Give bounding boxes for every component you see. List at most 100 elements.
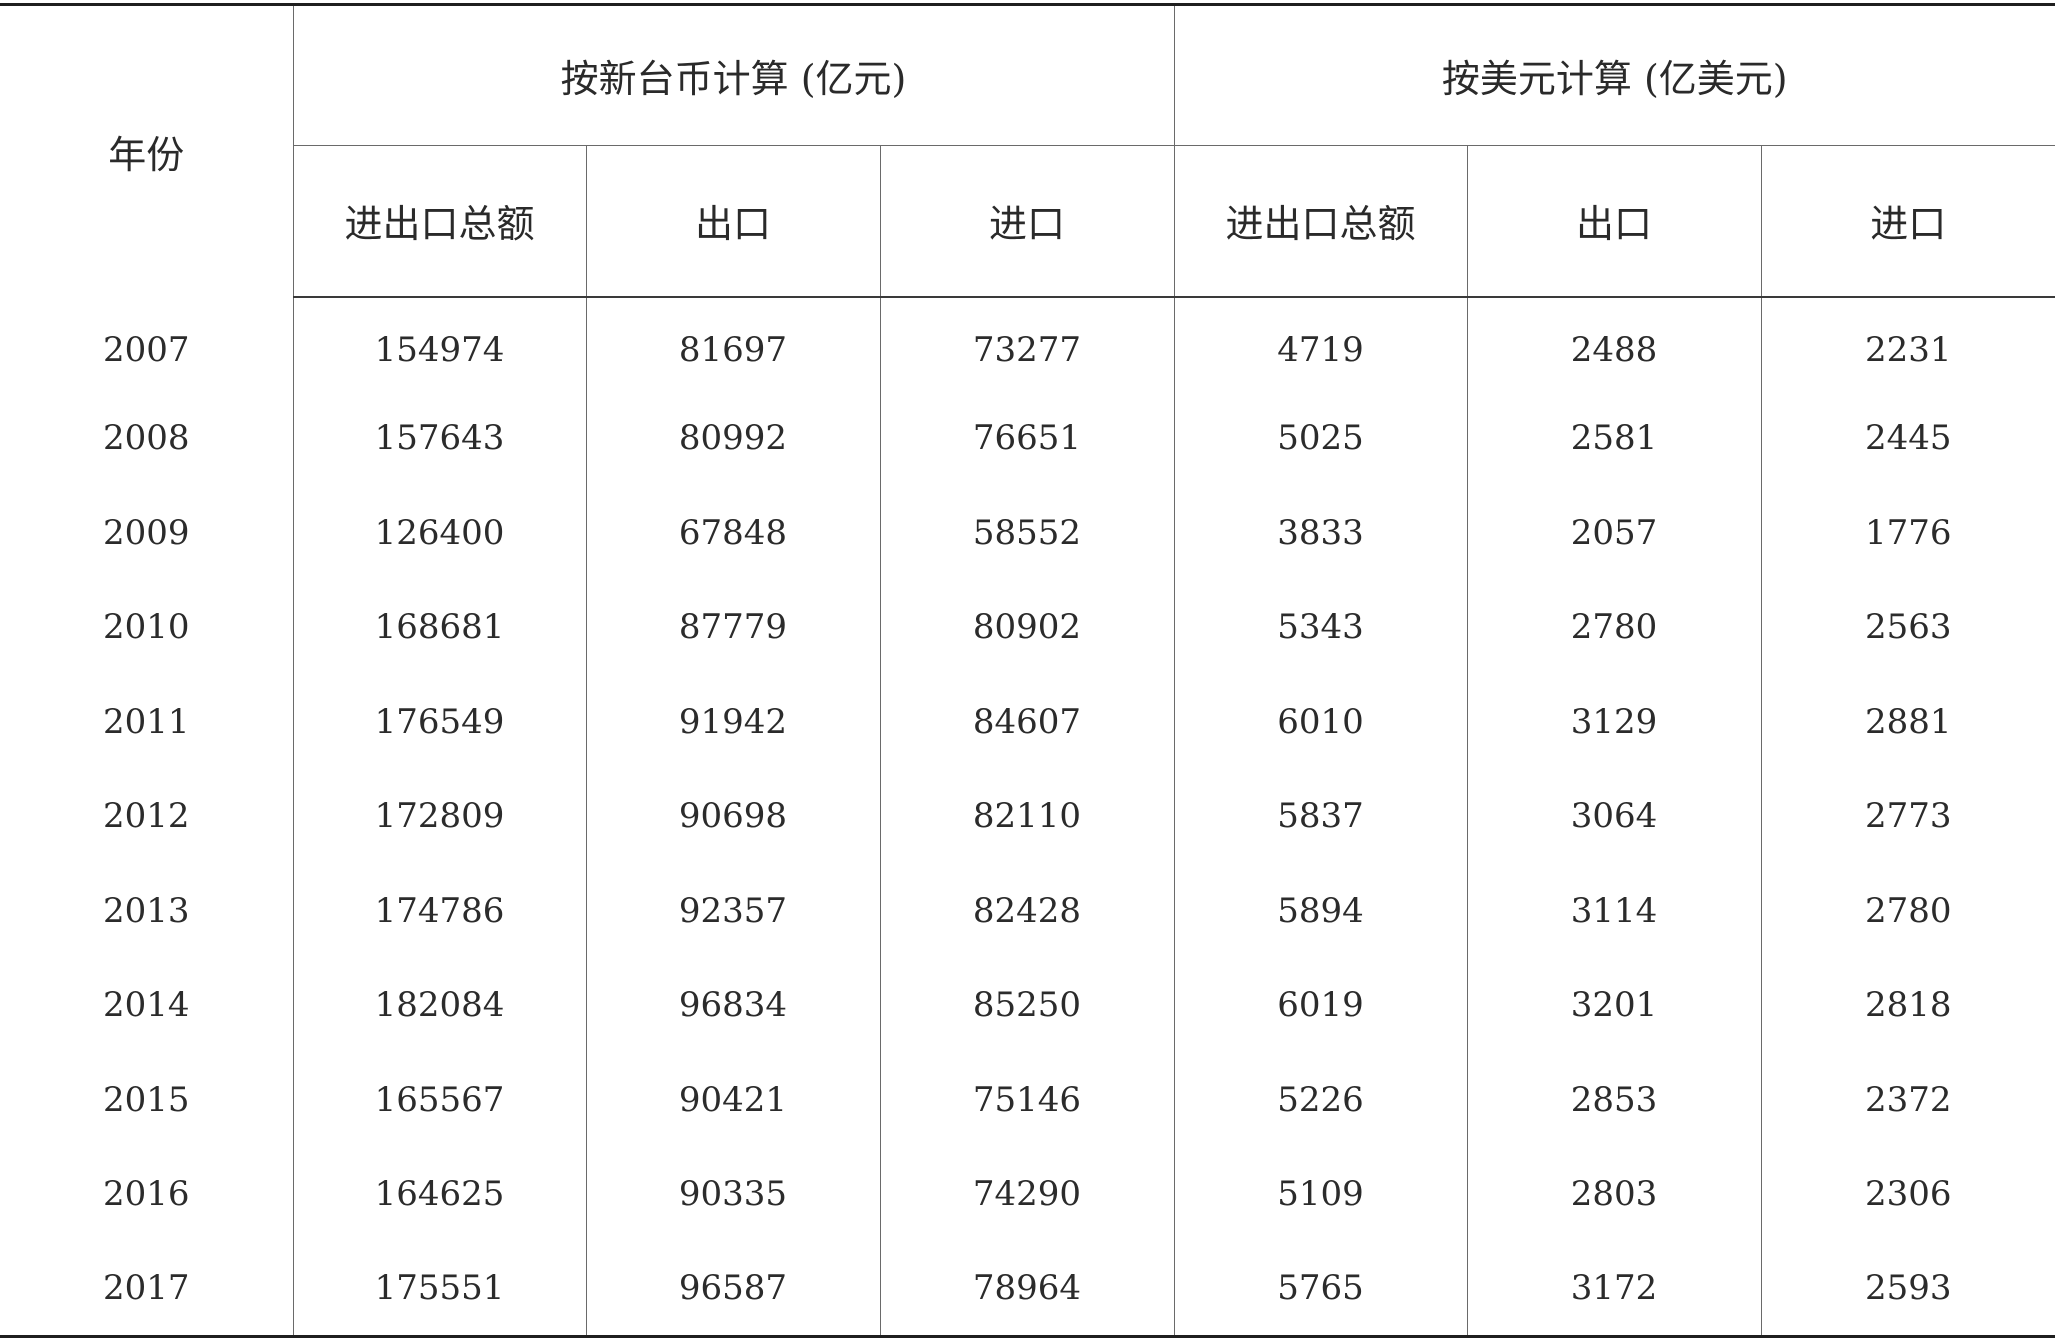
ntd-export-header: 出口 <box>586 145 881 298</box>
ntd-export-cell: 96587 <box>586 1241 881 1338</box>
ntd-total-cell: 182084 <box>293 958 587 1053</box>
table-row: 2011 176549 91942 84607 6010 3129 2881 <box>0 674 2055 769</box>
ntd-total-cell: 157643 <box>293 391 587 486</box>
year-cell: 2014 <box>0 958 294 1053</box>
usd-total-cell: 5837 <box>1174 769 1468 864</box>
year-cell: 2007 <box>0 296 294 391</box>
year-cell: 2017 <box>0 1241 294 1338</box>
usd-export-cell: 3064 <box>1467 769 1762 864</box>
usd-import-cell: 2372 <box>1864 1079 1952 1120</box>
usd-total-cell: 3833 <box>1174 485 1468 580</box>
usd-export-cell: 2803 <box>1467 1147 1762 1242</box>
ntd-total-cell: 175551 <box>293 1241 587 1338</box>
usd-import-cell: 2231 <box>1864 330 1952 371</box>
table-row: 2009 126400 67848 58552 3833 2057 1776 <box>0 485 2055 580</box>
ntd-import-cell: 76651 <box>880 391 1175 486</box>
table-body: 2007 154974 81697 73277 4719 2488 2231 2008 1576… <box>0 296 2055 1338</box>
header-group-row: 年份 按新台币计算 (亿元) 按美元计算 (亿美元) <box>0 3 2055 297</box>
header-sub-row: 进出口总额 出口 进口 进出口总额 出口 进口 <box>0 145 2055 298</box>
ntd-total-cell: 168681 <box>293 580 587 675</box>
table-row: 2008 157643 80992 76651 5025 2581 2445 <box>0 391 2055 486</box>
year-cell: 2010 <box>0 580 294 675</box>
usd-import-cell: 1776 <box>1864 512 1952 553</box>
ntd-total-cell: 164625 <box>293 1147 587 1242</box>
ntd-import-cell: 82428 <box>880 863 1175 958</box>
ntd-export-cell: 96834 <box>586 958 881 1053</box>
table-row: 2017 175551 96587 78964 5765 3172 2593 <box>0 1241 2055 1338</box>
ntd-export-cell: 90698 <box>586 769 881 864</box>
ntd-total-cell: 165567 <box>293 1052 587 1147</box>
ntd-export-cell: 91942 <box>586 674 881 769</box>
year-cell: 2009 <box>0 485 294 580</box>
year-cell: 2008 <box>0 391 294 486</box>
usd-import-cell: 2306 <box>1864 1174 1952 1215</box>
table-row: 2015 165567 90421 75146 5226 2853 2372 <box>0 1052 2055 1147</box>
usd-export-cell: 2853 <box>1467 1052 1762 1147</box>
usd-total-cell: 5226 <box>1174 1052 1468 1147</box>
usd-total-cell: 5109 <box>1174 1147 1468 1242</box>
usd-export-cell: 3172 <box>1467 1241 1762 1338</box>
table-row: 2013 174786 92357 82428 5894 3114 2780 <box>0 863 2055 958</box>
ntd-group-header: 按新台币计算 (亿元) <box>293 3 1175 146</box>
usd-import-cell: 2445 <box>1864 418 1952 459</box>
ntd-total-cell: 176549 <box>293 674 587 769</box>
ntd-import-cell: 75146 <box>880 1052 1175 1147</box>
usd-export-cell: 2581 <box>1467 391 1762 486</box>
usd-total-cell: 5894 <box>1174 863 1468 958</box>
usd-import-cell: 2881 <box>1864 701 1952 742</box>
ntd-export-cell: 92357 <box>586 863 881 958</box>
usd-total-cell: 5025 <box>1174 391 1468 486</box>
ntd-import-cell: 73277 <box>880 296 1175 391</box>
ntd-export-cell: 81697 <box>586 296 881 391</box>
ntd-import-cell: 84607 <box>880 674 1175 769</box>
ntd-total-cell: 174786 <box>293 863 587 958</box>
ntd-import-header: 进口 <box>880 145 1175 298</box>
year-cell: 2012 <box>0 769 294 864</box>
usd-export-cell: 3201 <box>1467 958 1762 1053</box>
table-row: 2007 154974 81697 73277 4719 2488 2231 <box>0 296 2055 391</box>
table-row: 2012 172809 90698 82110 5837 3064 2773 <box>0 769 2055 864</box>
year-cell: 2013 <box>0 863 294 958</box>
ntd-total-header: 进出口总额 <box>293 145 587 298</box>
year-cell: 2016 <box>0 1147 294 1242</box>
table-row: 2014 182084 96834 85250 6019 3201 2818 <box>0 958 2055 1053</box>
year-cell: 2011 <box>0 674 294 769</box>
ntd-export-cell: 80992 <box>586 391 881 486</box>
ntd-import-cell: 74290 <box>880 1147 1175 1242</box>
usd-total-cell: 6019 <box>1174 958 1468 1053</box>
usd-total-cell: 5343 <box>1174 580 1468 675</box>
usd-export-cell: 2780 <box>1467 580 1762 675</box>
year-header: 年份 <box>0 3 294 297</box>
usd-group-header: 按美元计算 (亿美元) <box>1174 3 2055 146</box>
usd-import-cell: 2780 <box>1864 890 1952 931</box>
ntd-import-cell: 82110 <box>880 769 1175 864</box>
ntd-total-cell: 154974 <box>293 296 587 391</box>
usd-import-cell: 2563 <box>1864 607 1952 648</box>
usd-total-cell: 6010 <box>1174 674 1468 769</box>
usd-import-cell: 2593 <box>1761 1241 2055 1338</box>
ntd-import-cell: 80902 <box>880 580 1175 675</box>
usd-import-header: 进口 <box>1761 145 2055 298</box>
ntd-import-cell: 58552 <box>880 485 1175 580</box>
usd-import-cell: 2773 <box>1864 796 1952 837</box>
year-cell: 2015 <box>0 1052 294 1147</box>
ntd-import-cell: 78964 <box>880 1241 1175 1338</box>
usd-total-cell: 4719 <box>1174 296 1468 391</box>
table-row: 2010 168681 87779 80902 5343 2780 2563 <box>0 580 2055 675</box>
usd-import-cell: 2818 <box>1864 985 1952 1026</box>
ntd-export-cell: 87779 <box>586 580 881 675</box>
ntd-export-cell: 67848 <box>586 485 881 580</box>
usd-export-cell: 3114 <box>1467 863 1762 958</box>
usd-export-cell: 2057 <box>1467 485 1762 580</box>
ntd-total-cell: 126400 <box>293 485 587 580</box>
table-row: 2016 164625 90335 74290 5109 2803 2306 <box>0 1147 2055 1242</box>
ntd-export-cell: 90421 <box>586 1052 881 1147</box>
ntd-import-cell: 85250 <box>880 958 1175 1053</box>
ntd-total-cell: 172809 <box>293 769 587 864</box>
usd-export-cell: 3129 <box>1467 674 1762 769</box>
trade-data-table: 年份 按新台币计算 (亿元) 按美元计算 (亿美元) 进出口总额 出口 进口 进… <box>0 3 2055 1338</box>
usd-export-header: 出口 <box>1467 145 1762 298</box>
usd-total-header: 进出口总额 <box>1174 145 1468 298</box>
usd-total-cell: 5765 <box>1174 1241 1468 1338</box>
